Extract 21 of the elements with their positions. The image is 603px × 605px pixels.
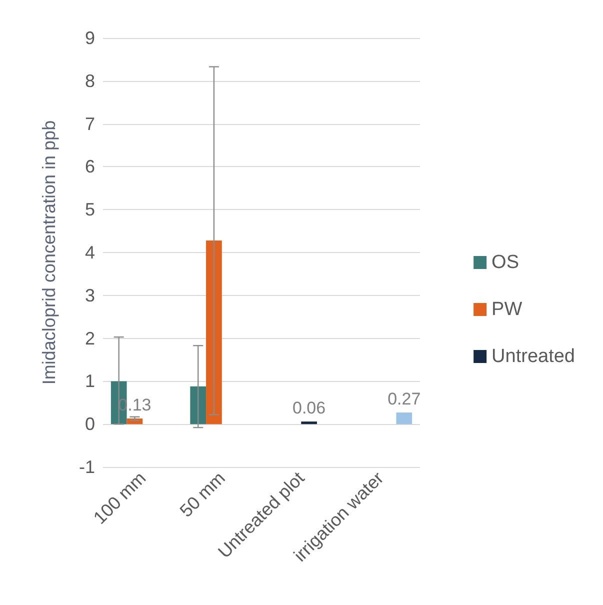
y-tick-label: -1: [78, 457, 95, 477]
y-tick-label: 5: [84, 200, 95, 220]
bar: [301, 422, 317, 424]
y-axis-title: Imidacloprid concentration in ppb: [39, 120, 59, 385]
data-label: 0.27: [388, 390, 421, 409]
y-tick-label: 8: [84, 70, 95, 91]
y-tick-label: 6: [84, 156, 95, 177]
legend-label: OS: [492, 252, 520, 273]
bar: [396, 412, 412, 424]
legend-label: Untreated: [492, 346, 576, 367]
bar: [190, 386, 206, 424]
y-tick-label: 2: [84, 328, 95, 348]
y-tick-label: 1: [84, 371, 95, 392]
y-tick-label: 4: [84, 242, 95, 262]
bar: [206, 240, 222, 424]
y-tick-label: 9: [84, 28, 95, 48]
y-tick-label: 7: [84, 114, 95, 134]
y-tick-label: 0: [84, 414, 95, 434]
legend-label: PW: [492, 299, 522, 320]
y-tick-label: 3: [84, 285, 95, 306]
data-label: 0.06: [292, 398, 326, 418]
